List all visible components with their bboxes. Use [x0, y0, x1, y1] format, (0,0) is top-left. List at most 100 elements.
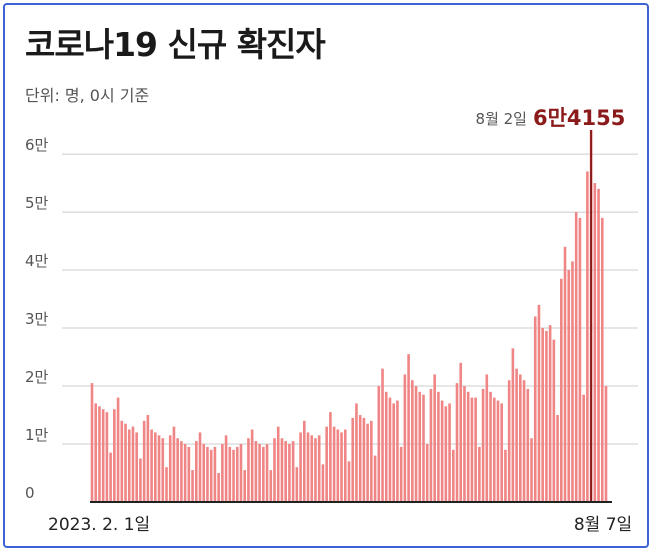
- y-tick-label: 0: [25, 484, 35, 502]
- bar: [515, 368, 518, 502]
- bar: [314, 438, 317, 502]
- bar: [522, 380, 526, 502]
- unit-note: 단위: 명, 0시 기준: [25, 86, 150, 105]
- bar: [586, 171, 589, 502]
- bar: [232, 449, 235, 502]
- bar: [198, 432, 202, 502]
- bar: [459, 362, 463, 502]
- bar: [541, 328, 544, 502]
- peak-date-label: 8월 2일: [476, 110, 527, 128]
- bar: [183, 444, 187, 502]
- bar: [321, 464, 325, 502]
- bar: [366, 423, 369, 502]
- bar: [273, 438, 276, 502]
- bar: [262, 446, 265, 502]
- bar: [507, 380, 511, 502]
- bar: [165, 467, 168, 502]
- chart-title: 코로나19 신규 확진자: [25, 25, 326, 64]
- bar: [414, 386, 418, 502]
- bar: [433, 374, 436, 502]
- y-tick-label: 2만: [25, 368, 49, 386]
- bar: [239, 444, 243, 502]
- bar: [291, 441, 295, 502]
- bar: [217, 473, 220, 502]
- peak-value-label: 6만4155: [533, 106, 625, 130]
- bar: [228, 446, 232, 502]
- bar: [265, 444, 269, 502]
- bar: [563, 246, 567, 502]
- bar: [422, 394, 425, 502]
- y-tick-labels: 0 1만 2만 3만 4만 5만 6만: [25, 136, 49, 502]
- bar: [254, 441, 258, 502]
- bar: [582, 394, 585, 502]
- bar: [280, 438, 284, 502]
- bar: [303, 420, 306, 502]
- bar: [113, 409, 116, 502]
- bar: [351, 417, 355, 502]
- bar: [146, 415, 150, 502]
- bar: [213, 446, 217, 502]
- bar: [392, 403, 395, 502]
- bar: [466, 391, 470, 502]
- bar: [168, 435, 172, 502]
- bar: [131, 426, 135, 502]
- bar: [142, 420, 146, 502]
- bar: [388, 397, 392, 502]
- bar: [284, 441, 287, 502]
- bar: [381, 368, 384, 502]
- bar: [571, 261, 574, 502]
- bar: [504, 449, 507, 502]
- y-tick-label: 3만: [25, 310, 49, 328]
- bar: [384, 391, 388, 502]
- bar: [172, 426, 176, 502]
- bar: [530, 438, 533, 502]
- y-tick-label: 5만: [25, 194, 49, 212]
- y-tick-label: 4만: [25, 252, 49, 270]
- bar: [418, 391, 422, 502]
- bar: [194, 441, 198, 502]
- bar: [340, 432, 343, 502]
- bar: [481, 388, 485, 502]
- bar: [597, 188, 600, 502]
- bar: [161, 438, 165, 502]
- bar: [448, 403, 451, 502]
- bar: [332, 426, 336, 502]
- gridlines: [62, 153, 638, 445]
- bar: [485, 374, 489, 502]
- bar: [120, 420, 124, 502]
- bar: [600, 217, 604, 502]
- bar: [470, 397, 474, 502]
- bar: [440, 400, 444, 502]
- bar: [545, 330, 548, 502]
- bar: [176, 438, 179, 502]
- bar: [396, 400, 399, 502]
- bar: [288, 444, 291, 502]
- bar: [552, 339, 556, 502]
- bar: [399, 446, 403, 502]
- bar: [574, 212, 578, 503]
- bar: [370, 420, 373, 502]
- bar: [537, 304, 541, 502]
- bar: [407, 354, 410, 502]
- bar: [269, 470, 273, 502]
- bars: [90, 130, 608, 503]
- bar: [444, 406, 448, 502]
- bar: [411, 380, 414, 502]
- bar: [180, 441, 183, 502]
- bar: [560, 278, 563, 502]
- bar: [463, 386, 466, 502]
- bar: [116, 397, 120, 502]
- bar: [548, 325, 552, 502]
- bar: [489, 391, 492, 502]
- bar: [519, 374, 522, 502]
- bar: [157, 435, 161, 502]
- bar: [437, 391, 440, 502]
- bar: [94, 403, 98, 502]
- bar: [187, 446, 191, 502]
- bar: [90, 383, 94, 502]
- bar: [377, 386, 381, 502]
- bar: [474, 397, 477, 502]
- bar: [98, 406, 101, 502]
- bar: [310, 435, 314, 502]
